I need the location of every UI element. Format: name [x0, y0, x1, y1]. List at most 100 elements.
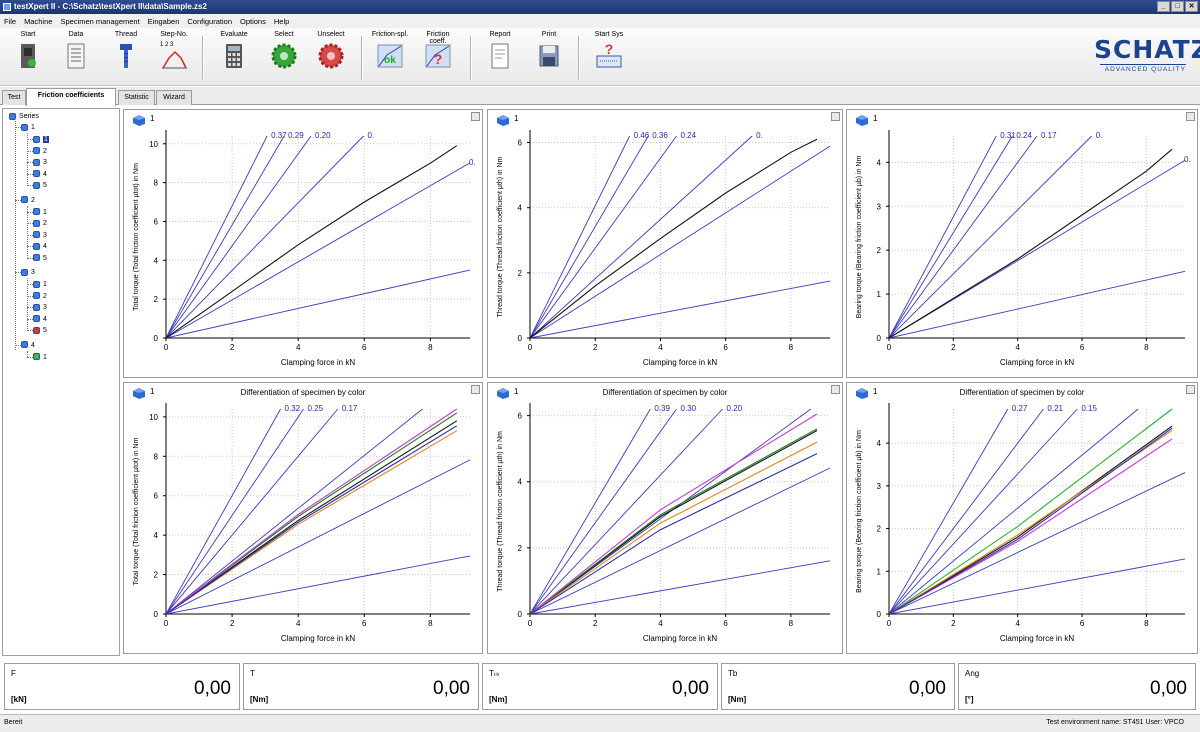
tree-connector	[27, 162, 33, 163]
tree-label: 2	[43, 220, 47, 227]
specimen-icon	[33, 353, 40, 361]
value-unit: [kN]	[11, 695, 27, 704]
menu-specimen-management[interactable]: Specimen management	[60, 16, 140, 26]
panel-options-button[interactable]	[1186, 112, 1195, 121]
panel-options-button[interactable]	[831, 112, 840, 121]
friction-coeff-button[interactable]: Friction coeff. ?	[418, 31, 458, 71]
friction-spl-button[interactable]: Friction-spl. ok	[370, 31, 410, 71]
evaluate-button[interactable]: Evaluate	[214, 31, 254, 71]
panel-options-button[interactable]	[471, 385, 480, 394]
menu-eingaben[interactable]: Eingaben	[147, 16, 180, 26]
select-button[interactable]: Select	[264, 31, 304, 71]
menu-configuration[interactable]: Configuration	[187, 16, 232, 26]
print-button[interactable]: Print	[529, 31, 569, 71]
tree-specimen-1-2[interactable]: 2	[33, 146, 47, 157]
value-readout: 0,00	[909, 678, 946, 699]
step-no-button[interactable]: Step-No. 1 2 3	[154, 31, 194, 71]
start-label: Start	[20, 31, 36, 38]
y-tick-label: 10	[149, 413, 158, 422]
minimize-button[interactable]: _	[1157, 1, 1170, 12]
friction-spl-label: Friction-spl.	[371, 31, 409, 38]
friction-reference-line	[530, 135, 649, 338]
x-tick-label: 4	[658, 619, 663, 628]
friction-reference-line	[889, 159, 1186, 338]
start-button[interactable]: Start	[8, 31, 48, 71]
tree-connector	[27, 257, 33, 259]
tree-group-2[interactable]: 2	[21, 195, 35, 206]
tree-label: Series	[19, 113, 39, 120]
tab-wizard[interactable]: Wizard	[156, 90, 192, 105]
y-tick-label: 0	[154, 334, 159, 343]
x-tick-label: 2	[593, 343, 598, 352]
tree-group-4[interactable]: 4	[21, 340, 35, 351]
tree-specimen-1-4[interactable]: 4	[33, 169, 47, 180]
friction-reference-line	[889, 270, 1186, 338]
unselect-label: Unselect	[317, 31, 345, 38]
thread-label: Thread	[114, 31, 138, 38]
plot-area	[166, 135, 471, 338]
tree-specimen-1-3[interactable]: 3	[33, 157, 47, 168]
report-button[interactable]: Report	[480, 31, 520, 71]
x-tick-label: 8	[428, 619, 433, 628]
tree-group-1[interactable]: 1	[21, 122, 35, 133]
friction-reference-line	[166, 459, 471, 614]
data-series-line	[889, 148, 1173, 338]
menu-help[interactable]: Help	[273, 16, 290, 26]
close-button[interactable]: ✕	[1185, 1, 1198, 12]
tree-specimen-4-1[interactable]: 1	[33, 352, 47, 363]
thread-button[interactable]: Thread	[106, 31, 146, 71]
tree-label: 3	[43, 159, 47, 166]
y-tick-label: 6	[518, 139, 523, 148]
friction-coefficient-label: 0.39	[654, 404, 670, 413]
y-tick-label: 0	[518, 610, 523, 619]
tree-specimen-2-5[interactable]: 5	[33, 253, 47, 264]
tree-connector	[15, 121, 16, 350]
friction-reference-line	[889, 135, 1013, 338]
tree-connector	[27, 295, 33, 297]
friction-reference-line	[530, 145, 831, 338]
panel-options-button[interactable]	[1186, 385, 1195, 394]
friction-coefficient-label: 0.24	[1016, 131, 1032, 140]
menu-file[interactable]: File	[4, 16, 17, 26]
menu-options[interactable]: Options	[240, 16, 266, 26]
menu-machine[interactable]: Machine	[24, 16, 53, 26]
y-tick-label: 6	[154, 492, 159, 501]
tree-group-3[interactable]: 3	[21, 267, 35, 278]
ok-text: ok	[384, 55, 396, 66]
y-tick-label: 0	[154, 610, 159, 619]
value-readout: 0,00	[672, 678, 709, 699]
chart-svg: 0 2 4 6 8 0 2 4 6 Clamping force in kN Thread torq…	[497, 403, 831, 643]
tree-specimen-3-4[interactable]: 4	[33, 314, 47, 325]
friction-reference-line	[889, 558, 1186, 614]
tree-specimen-3-2[interactable]: 2	[33, 291, 47, 302]
tree-specimen-1-5[interactable]: 5	[33, 180, 47, 191]
tree-specimen-2-4[interactable]: 4	[33, 241, 47, 252]
panel-options-button[interactable]	[831, 385, 840, 394]
tree-specimen-3-5[interactable]: 5	[33, 325, 47, 336]
tree-specimen-3-3[interactable]: 3	[33, 302, 47, 313]
tab-statistic[interactable]: Statistic	[118, 90, 155, 105]
start-sys-button[interactable]: Start Sys ?	[589, 31, 629, 71]
friction-reference-line	[166, 162, 471, 338]
toolbar-separator	[361, 36, 363, 80]
tab-friction-coefficients[interactable]: Friction coefficients	[26, 88, 116, 106]
unselect-button[interactable]: Unselect	[311, 31, 351, 71]
tree-specimen-2-3[interactable]: 3	[33, 230, 47, 241]
tree-specimen-2-2[interactable]: 2	[33, 218, 47, 229]
y-tick-label: 0	[518, 334, 523, 343]
value-label: Tₜₕ	[489, 669, 500, 678]
chart-panel-total-torque: 1 0 2 4 6 8 0 2 4 6 8 10 Clamping force in kN Total t…	[123, 109, 483, 378]
tree-connector	[27, 139, 33, 140]
x-axis-label: Clamping force in kN	[1000, 358, 1074, 367]
data-button[interactable]: Data	[56, 31, 96, 71]
tree-specimen-2-1[interactable]: 1	[33, 207, 47, 218]
tree-specimen-3-1[interactable]: 1	[33, 279, 47, 290]
tab-test[interactable]: Test	[2, 90, 26, 105]
specimen-icon	[21, 268, 28, 276]
tree-specimen-1-1[interactable]: 1	[33, 134, 49, 145]
maximize-button[interactable]: □	[1171, 1, 1184, 12]
y-tick-label: 1	[877, 290, 882, 299]
tree-root-series[interactable]: Series	[9, 111, 39, 122]
panel-options-button[interactable]	[471, 112, 480, 121]
status-environment: Test environment name: ST451 User: VPCO	[1046, 719, 1184, 726]
